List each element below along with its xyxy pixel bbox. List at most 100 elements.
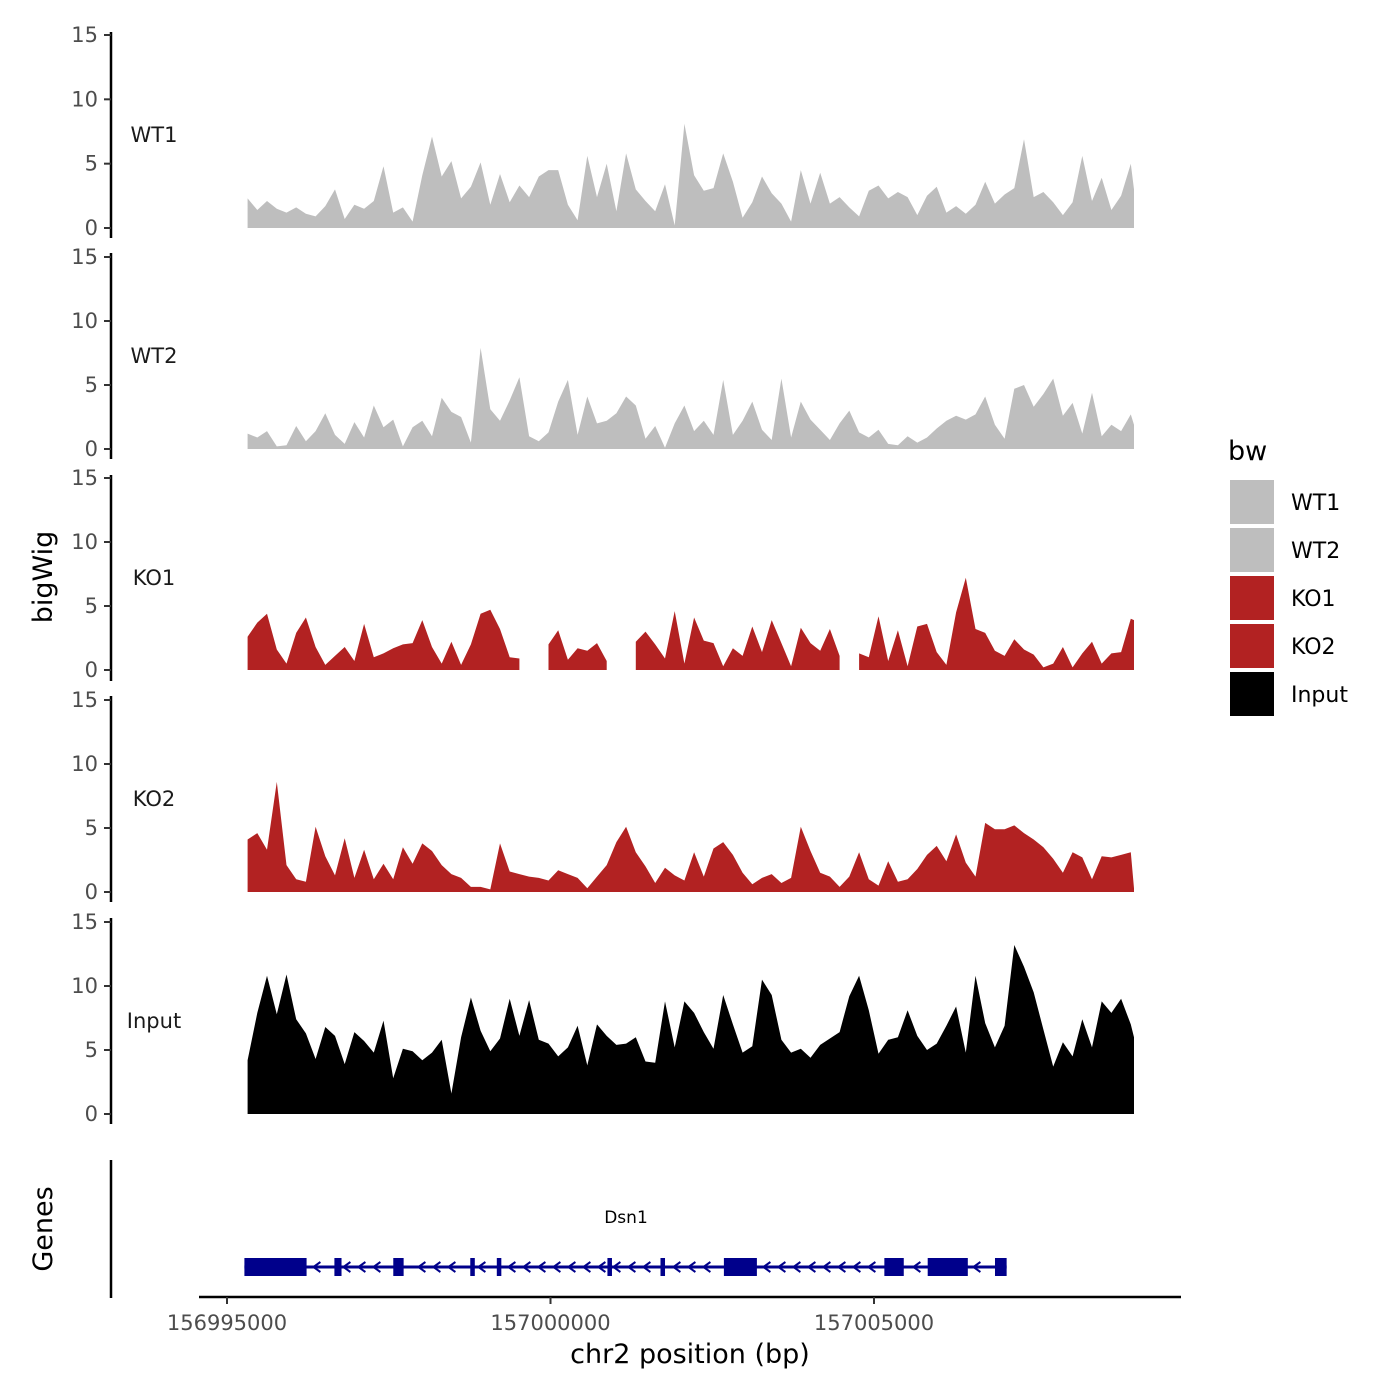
strand-arrow bbox=[536, 1261, 546, 1273]
track-panel-wt2: WT2 0 5 10 15 bbox=[71, 245, 1135, 461]
strand-arrow bbox=[551, 1261, 561, 1273]
strand-arrow bbox=[761, 1261, 771, 1273]
strand-arrow bbox=[911, 1261, 921, 1273]
y-tick-label: 10 bbox=[71, 752, 98, 776]
y-tick-label: 0 bbox=[85, 437, 98, 461]
strand-arrow bbox=[596, 1261, 606, 1273]
legend-label-input: Input bbox=[1291, 683, 1348, 708]
track-label-ko1: KO1 bbox=[133, 566, 176, 590]
legend-label-ko1: KO1 bbox=[1291, 587, 1336, 612]
y-tick-label: 10 bbox=[71, 309, 98, 333]
strand-arrow bbox=[431, 1261, 441, 1273]
gene-strand-arrows bbox=[311, 1261, 981, 1273]
gene-track: Genes Dsn1 bbox=[28, 1160, 1007, 1298]
y-tick-label: 5 bbox=[85, 816, 98, 840]
y-tick-label: 15 bbox=[71, 466, 98, 490]
strand-arrow bbox=[416, 1261, 426, 1273]
x-axis-title: chr2 position (bp) bbox=[570, 1339, 810, 1370]
genes-axis-title: Genes bbox=[28, 1186, 59, 1271]
track-panel-ko1: KO1 0 5 10 15 bbox=[71, 466, 1135, 682]
y-tick-label: 5 bbox=[85, 152, 98, 176]
y-tick-label: 10 bbox=[71, 974, 98, 998]
strand-arrow bbox=[476, 1261, 486, 1273]
x-tick-label: 157005000 bbox=[814, 1311, 934, 1335]
wt2-coverage-area bbox=[247, 347, 1135, 449]
track-panel-wt1: WT1 0 5 10 15 bbox=[71, 23, 1135, 240]
x-axis-ticks: 156995000 157000000 157005000 bbox=[167, 1297, 934, 1335]
strand-arrow bbox=[671, 1261, 681, 1273]
y-tick-label: 5 bbox=[85, 594, 98, 618]
gene-exons bbox=[244, 1258, 1007, 1276]
gene-exon bbox=[244, 1258, 307, 1276]
y-tick-label: 0 bbox=[85, 658, 98, 682]
strand-arrow bbox=[356, 1261, 366, 1273]
legend: bw WT1 WT2 KO1 KO2 Input bbox=[1228, 436, 1348, 716]
y-axis-ticks: 0 5 10 15 bbox=[71, 23, 111, 240]
gene-exon bbox=[393, 1258, 404, 1276]
legend-title: bw bbox=[1228, 436, 1267, 467]
track-label-input: Input bbox=[127, 1009, 181, 1033]
strand-arrow bbox=[341, 1261, 351, 1273]
x-tick-label: 156995000 bbox=[167, 1311, 287, 1335]
gene-exon bbox=[884, 1258, 904, 1276]
legend-swatch-input bbox=[1230, 672, 1274, 716]
y-axis-ticks: 0 5 10 15 bbox=[71, 466, 111, 682]
strand-arrow bbox=[686, 1261, 696, 1273]
gene-exon bbox=[994, 1258, 1007, 1276]
strand-arrow bbox=[641, 1261, 651, 1273]
strand-arrow bbox=[806, 1261, 816, 1273]
gene-label-dsn1: Dsn1 bbox=[604, 1208, 648, 1228]
y-axis-ticks: 0 5 10 15 bbox=[71, 245, 111, 461]
legend-label-wt2: WT2 bbox=[1291, 539, 1340, 564]
legend-swatch-wt1 bbox=[1230, 480, 1274, 524]
legend-label-wt1: WT1 bbox=[1291, 491, 1340, 516]
y-tick-label: 10 bbox=[71, 87, 98, 111]
x-tick-label: 157000000 bbox=[490, 1311, 610, 1335]
strand-arrow bbox=[446, 1261, 456, 1273]
track-panel-ko2: KO2 0 5 10 15 bbox=[71, 688, 1135, 904]
track-label-ko2: KO2 bbox=[133, 787, 176, 811]
strand-arrow bbox=[701, 1261, 711, 1273]
gene-exon bbox=[607, 1258, 612, 1276]
y-tick-label: 15 bbox=[71, 23, 98, 47]
y-tick-label: 5 bbox=[85, 1038, 98, 1062]
gene-exon bbox=[723, 1258, 757, 1276]
x-axis: 156995000 157000000 157005000 chr2 positio… bbox=[167, 1295, 1181, 1370]
gene-exon bbox=[927, 1258, 968, 1276]
ko1-coverage-area bbox=[247, 577, 1135, 670]
y-tick-label: 15 bbox=[71, 245, 98, 269]
strand-arrow bbox=[851, 1261, 861, 1273]
ko2-coverage-area bbox=[247, 781, 1135, 892]
input-coverage-area bbox=[247, 945, 1135, 1114]
strand-arrow bbox=[566, 1261, 576, 1273]
strand-arrow bbox=[971, 1261, 981, 1273]
y-tick-label: 15 bbox=[71, 910, 98, 934]
track-label-wt1: WT1 bbox=[131, 123, 178, 147]
track-label-wt2: WT2 bbox=[131, 344, 178, 368]
legend-items: WT1 WT2 KO1 KO2 Input bbox=[1230, 480, 1348, 716]
gene-exon bbox=[470, 1258, 475, 1276]
y-axis-ticks: 0 5 10 15 bbox=[71, 688, 111, 904]
strand-arrow bbox=[821, 1261, 831, 1273]
legend-label-ko2: KO2 bbox=[1291, 635, 1336, 660]
legend-swatch-ko1 bbox=[1230, 576, 1274, 620]
strand-arrow bbox=[866, 1261, 876, 1273]
strand-arrow bbox=[836, 1261, 846, 1273]
wt1-coverage-area bbox=[247, 123, 1135, 228]
gene-exon bbox=[334, 1258, 342, 1276]
y-tick-label: 15 bbox=[71, 688, 98, 712]
strand-arrow bbox=[581, 1261, 591, 1273]
track-panel-input: Input 0 5 10 15 bbox=[71, 910, 1135, 1126]
gene-exon bbox=[660, 1258, 666, 1276]
strand-arrow bbox=[506, 1261, 516, 1273]
strand-arrow bbox=[371, 1261, 381, 1273]
strand-arrow bbox=[311, 1261, 321, 1273]
y-axis-title: bigWig bbox=[28, 531, 59, 624]
legend-swatch-ko2 bbox=[1230, 624, 1274, 668]
y-tick-label: 10 bbox=[71, 530, 98, 554]
y-axis-ticks: 0 5 10 15 bbox=[71, 910, 111, 1126]
strand-arrow bbox=[626, 1261, 636, 1273]
legend-swatch-wt2 bbox=[1230, 528, 1274, 572]
strand-arrow bbox=[611, 1261, 621, 1273]
